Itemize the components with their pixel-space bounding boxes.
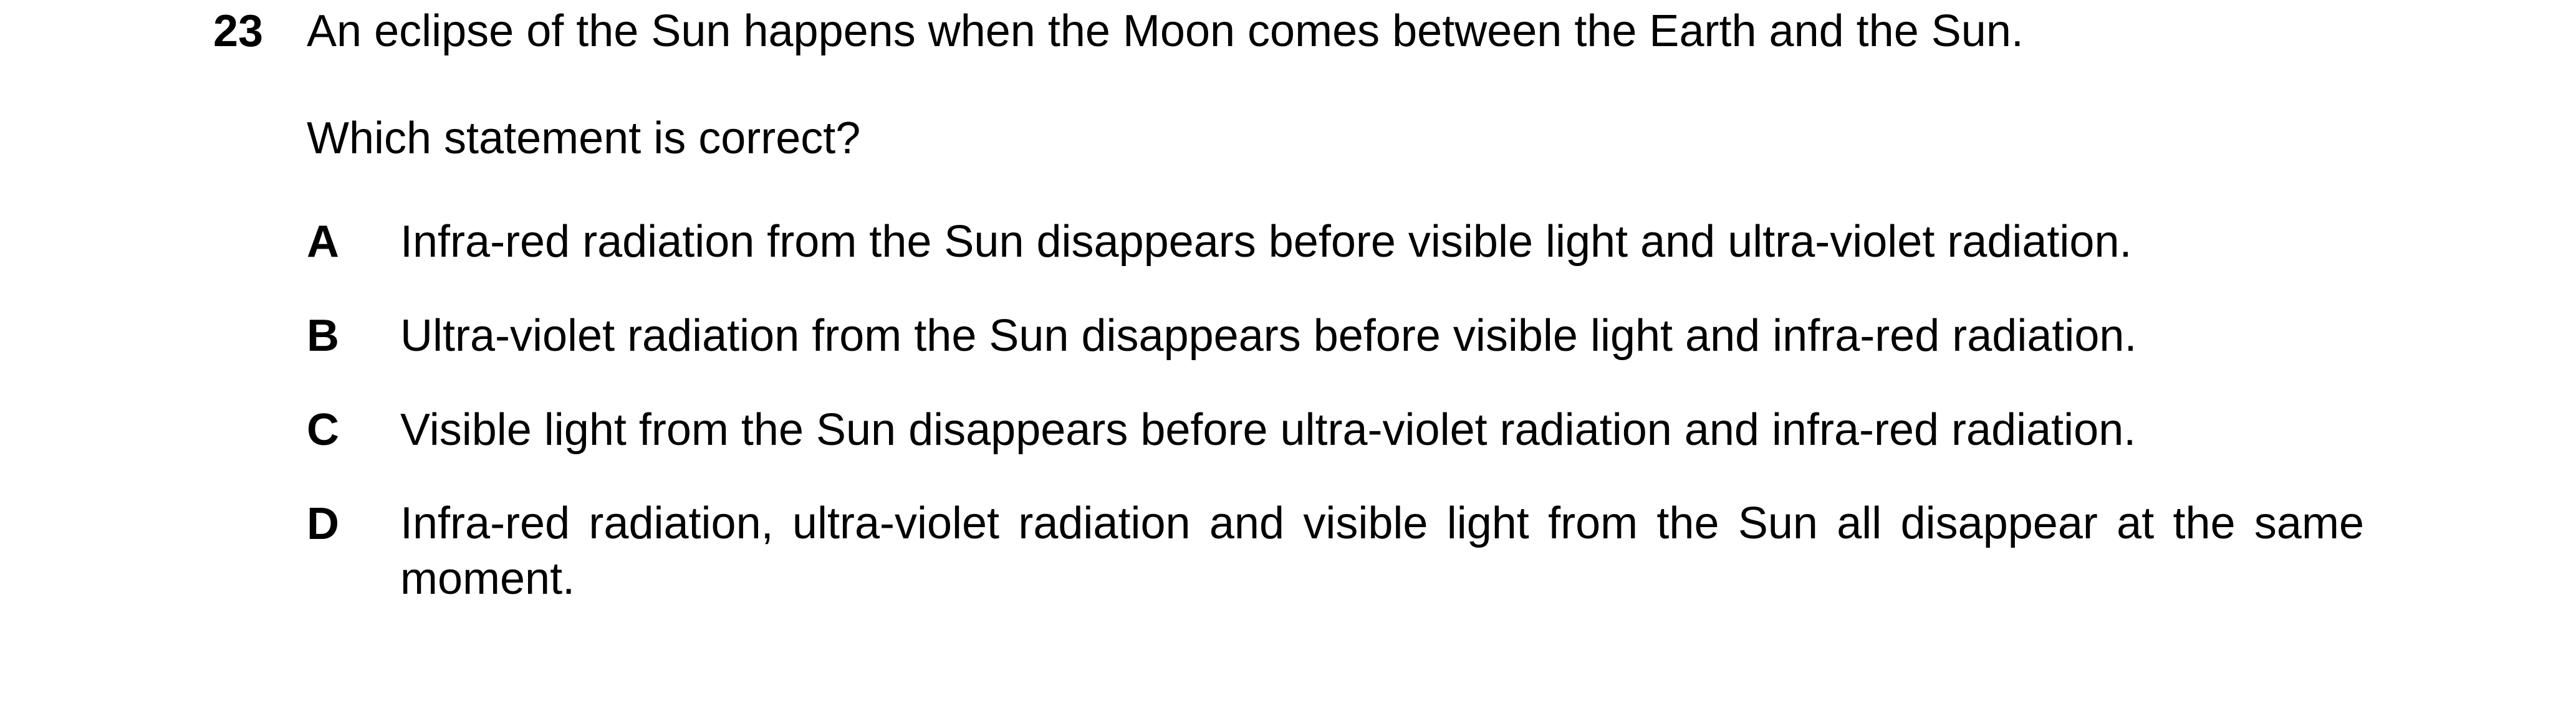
question-stem: An eclipse of the Sun happens when the M… [307, 6, 2024, 56]
option-d-letter: D [307, 499, 339, 549]
option-a-text: Infra-red radiation from the Sun disappe… [400, 217, 2132, 267]
question-prompt: Which statement is correct? [307, 113, 861, 163]
option-b-letter: B [307, 311, 339, 361]
question-number: 23 [213, 6, 264, 56]
option-a-letter: A [307, 217, 339, 267]
option-b-text: Ultra-violet radiation from the Sun disa… [400, 311, 2137, 361]
option-c-letter: C [307, 405, 339, 455]
option-c-text: Visible light from the Sun disappears be… [400, 405, 2136, 455]
option-d-text: Infra-red radiation, ultra-violet radiat… [400, 498, 2364, 604]
